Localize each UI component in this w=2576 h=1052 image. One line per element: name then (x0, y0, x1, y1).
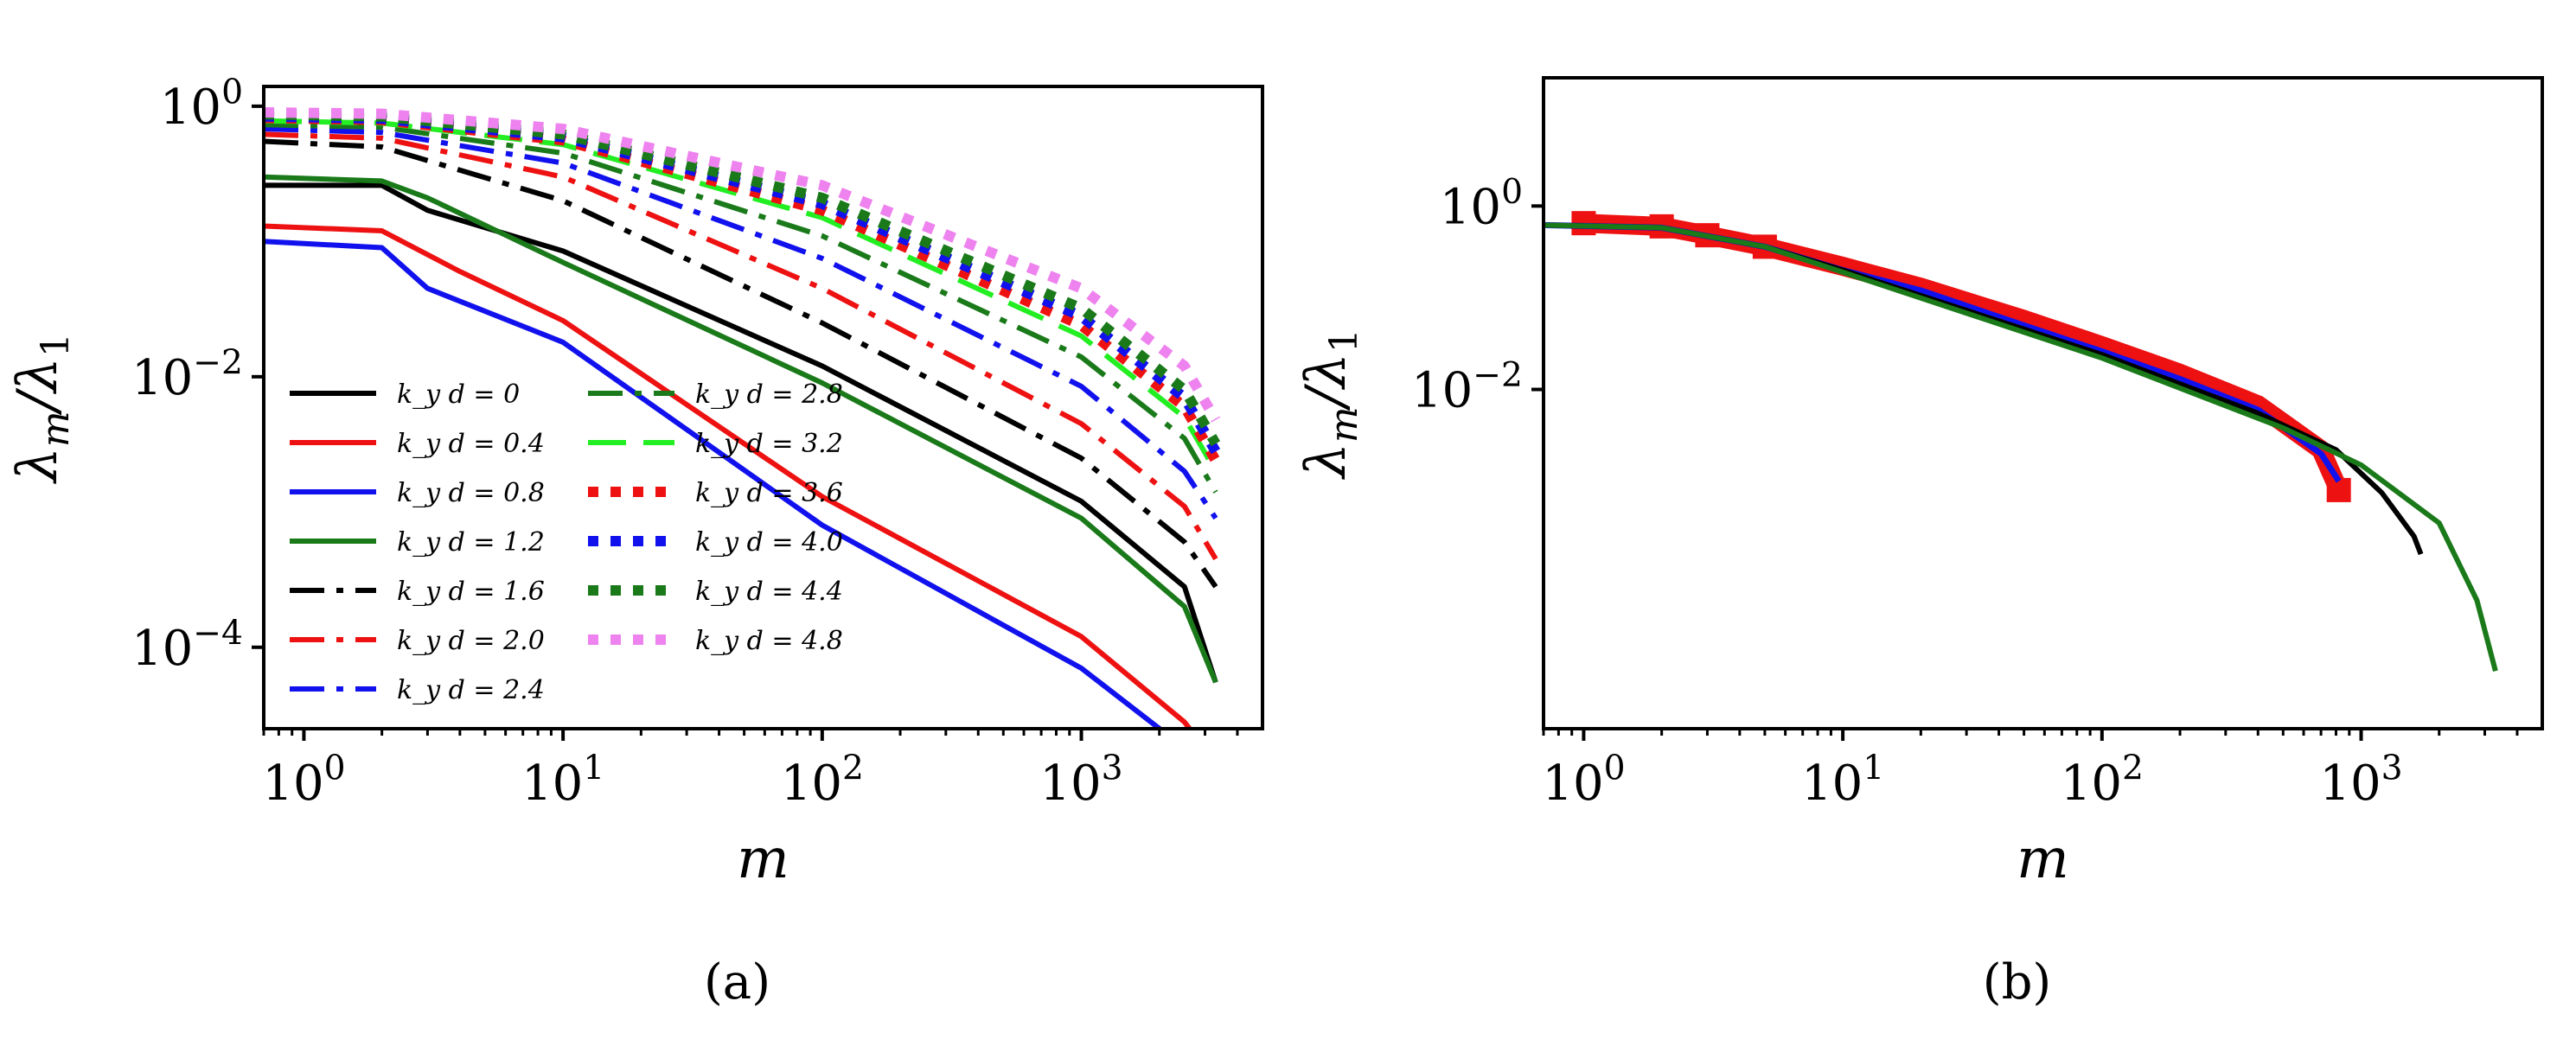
y-tick-label: 10−2 (1411, 356, 1523, 419)
series-line-a-6 (264, 126, 1218, 520)
panel-b-y-axis-label: λm/λ1 (1294, 328, 1366, 480)
legend-label: k_y d = 2.0 (397, 626, 545, 656)
series-line-b-1 (1544, 221, 2342, 483)
x-tick-label: 102 (2061, 749, 2144, 812)
series-line-a-3 (264, 174, 1218, 684)
x-tick-label: 100 (1542, 749, 1625, 812)
panel-a-legend: k_y d = 0 k_y d = 0.4 k_y d = 0.8 k_y d = 1… (290, 379, 843, 705)
y-tick-label: 10−2 (131, 343, 243, 406)
legend-label: k_y d = 2.4 (397, 675, 545, 705)
x-tick-label: 100 (262, 749, 345, 812)
series-line-a-2 (264, 239, 1164, 729)
y-tick-label: 100 (160, 73, 243, 136)
legend-label: k_y d = 4.8 (695, 626, 843, 656)
series-line-a-1 (264, 223, 1193, 729)
panel-a-label: (a) (704, 954, 770, 1011)
panel-a-y-axis-label: λm/λ1 (6, 333, 78, 484)
series-line-a-7 (264, 122, 1218, 494)
series-line-b-0 (1582, 214, 2348, 494)
panel-a-series (264, 107, 1221, 729)
x-tick-label: 102 (781, 749, 864, 812)
x-tick-label: 101 (1801, 749, 1884, 812)
panel-a-x-axis-label: m (737, 827, 789, 891)
series-line-a-5 (264, 131, 1218, 561)
series-marker (2326, 477, 2351, 502)
y-tick-label: 10−4 (131, 614, 243, 677)
series-line-a-0 (264, 182, 1218, 684)
legend-label: k_y d = 0 (397, 379, 520, 410)
series-line-b-3 (1544, 222, 2498, 673)
legend-label: k_y d = 3.2 (695, 429, 843, 459)
legend-label: k_y d = 1.6 (397, 577, 545, 607)
panel-b-ticks: 100 101 102 103 100 10−2 (1411, 173, 2519, 812)
legend-label: k_y d = 4.4 (695, 577, 843, 607)
y-tick-label: 100 (1440, 173, 1523, 236)
legend-label: k_y d = 4.0 (695, 527, 843, 558)
panel-a-plot-frame (262, 85, 1264, 730)
panel-b-series (1544, 211, 2498, 673)
series-line-a-12 (264, 107, 1221, 423)
series-line-b-2 (1544, 222, 2424, 556)
panel-b: 100 101 102 103 100 10−2 m λm/λ1 (b) (1294, 76, 2544, 1011)
legend-label: k_y d = 1.2 (397, 527, 545, 558)
legend-label: k_y d = 2.8 (695, 379, 843, 410)
panel-b-label: (b) (1983, 954, 2052, 1011)
x-tick-label: 103 (1039, 749, 1122, 812)
panel-b-plot-frame (1542, 76, 2544, 730)
legend-label: k_y d = 3.6 (695, 478, 843, 508)
x-tick-label: 103 (2319, 749, 2402, 812)
panel-b-x-axis-label: m (2017, 827, 2069, 891)
legend-label: k_y d = 0.4 (397, 429, 545, 459)
legend-label: k_y d = 0.8 (397, 478, 545, 508)
panel-a-ticks: 100 101 102 103 100 10−2 10−4 (131, 73, 1239, 812)
x-tick-label: 101 (521, 749, 604, 812)
series-line-a-4 (264, 138, 1218, 589)
